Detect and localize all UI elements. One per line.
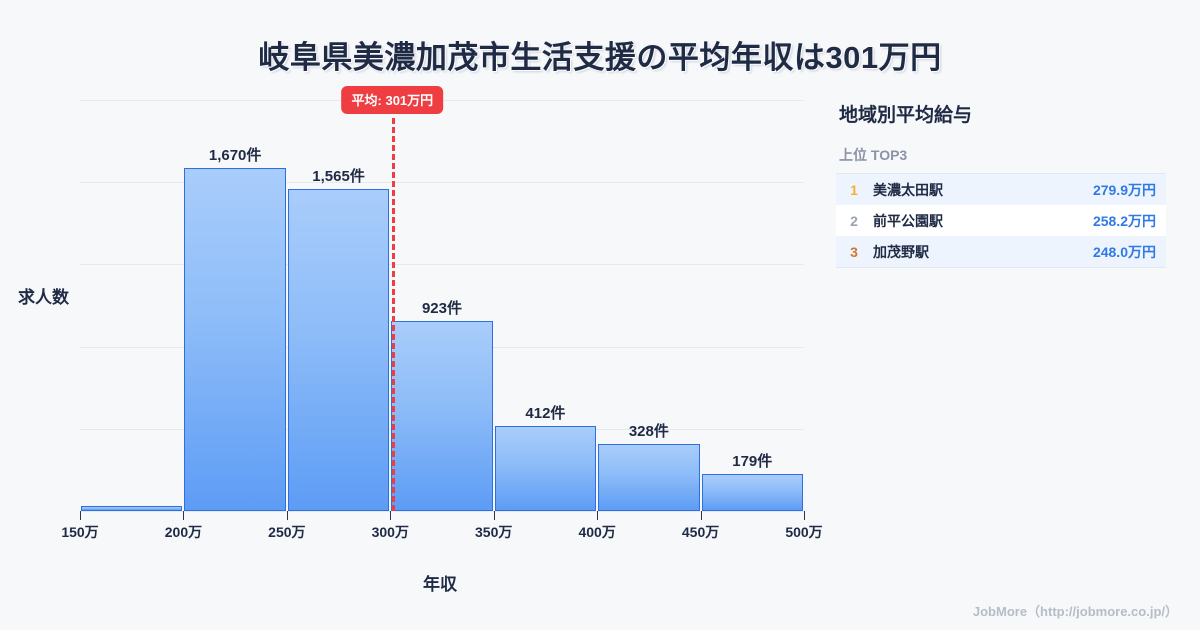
x-axis-tick [597,511,599,520]
bar[interactable] [701,474,803,511]
rank-number: 2 [850,212,858,229]
gridline [80,264,804,266]
plot-area: 1,670件 1,565件 923件 412件 328件 179件 150万 200万 250万… [61,86,823,540]
rank-station-name: 加茂野駅 [873,243,929,260]
x-axis-tick [804,511,805,520]
x-axis-tick-label: 450万 [681,524,720,540]
x-axis-tick [493,511,495,520]
gridline [80,511,804,512]
bar[interactable] [287,189,390,511]
x-axis-tick-label: 300万 [371,524,409,540]
rank-station-name: 前平公園駅 [873,212,943,229]
bar[interactable] [494,426,597,511]
bar-value-label: 328件 [628,422,669,440]
region-salary-panel: 地域別平均給与 上位 TOP3 1 美濃太田駅 279.9万円 2 前平公園駅 258.2… [836,100,1166,268]
rank-salary-value: 258.2万円 [1092,212,1156,229]
rank-row[interactable]: 3 加茂野駅 248.0万円 [836,236,1166,267]
page-title: 岐阜県美濃加茂市生活支援の平均年収は301万円 [258,40,942,75]
bar-value-label: 412件 [525,405,566,423]
x-axis-tick [286,511,288,520]
x-axis-title: 年収 [423,575,457,594]
x-axis-tick [80,511,81,520]
bar-value-label: 179件 [732,453,773,471]
average-line [392,118,396,511]
x-axis-tick-label: 200万 [164,524,203,540]
bar[interactable] [184,167,286,511]
histogram-chart: 求人数 1,670件 1,565件 923件 412件 328件 179件 150万 200万… [18,86,823,594]
x-axis-tick [700,511,702,520]
sidebar-subtitle: 上位 TOP3 [839,147,908,163]
x-axis-tick [183,511,185,520]
rank-salary-value: 279.9万円 [1092,181,1156,198]
x-axis-tick [390,511,392,520]
rank-number: 1 [850,181,858,198]
x-axis-tick-label: 150万 [61,524,99,540]
rank-row[interactable]: 1 美濃太田駅 279.9万円 [836,174,1166,205]
x-axis-tick-label: 250万 [268,524,306,540]
footer-watermark: JobMore（http://jobmore.co.jp/） [972,604,1178,619]
bar-value-label: 923件 [421,300,462,318]
sidebar-title: 地域別平均給与 [839,105,973,126]
x-axis-tick-label: 350万 [475,524,513,540]
bar-value-label: 1,565件 [312,168,365,186]
gridline [80,182,804,184]
rank-row[interactable]: 2 前平公園駅 258.2万円 [836,205,1166,236]
y-axis-title: 求人数 [18,288,69,307]
rank-station-name: 美濃太田駅 [873,181,943,198]
rank-table: 1 美濃太田駅 279.9万円 2 前平公園駅 258.2万円 3 加茂野駅 248.0万円 [836,173,1166,268]
bar-value-label: 1,670件 [208,146,262,164]
bar[interactable] [598,443,700,511]
average-badge: 平均: 301万円 [341,86,444,114]
rank-salary-value: 248.0万円 [1092,243,1156,260]
bar[interactable] [391,321,493,511]
x-axis-tick-label: 500万 [785,524,823,540]
x-axis-tick-label: 400万 [578,524,616,540]
bar[interactable] [81,505,183,511]
rank-number: 3 [850,243,858,260]
